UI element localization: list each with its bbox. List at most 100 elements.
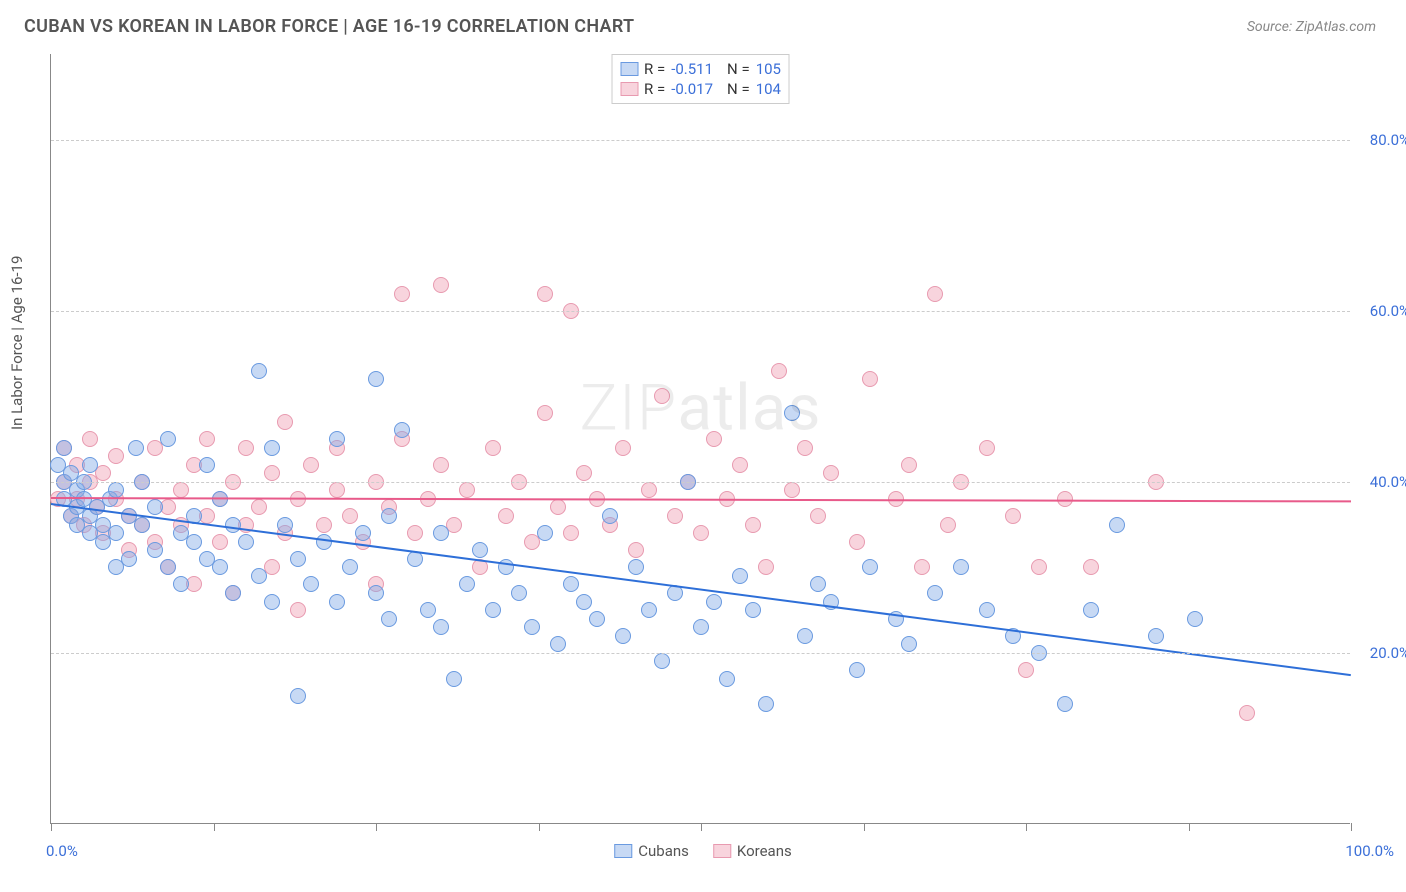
cubans-point (82, 457, 98, 473)
koreans-point (199, 431, 215, 447)
cubans-point (394, 422, 410, 438)
koreans-point (901, 457, 917, 473)
koreans-point (628, 542, 644, 558)
legend-row-cubans: R = -0.511 N = 105 (620, 59, 781, 79)
koreans-point (173, 482, 189, 498)
cubans-point (784, 405, 800, 421)
koreans-point (862, 371, 878, 387)
cubans-point (628, 559, 644, 575)
cubans-point (121, 551, 137, 567)
koreans-point (251, 499, 267, 515)
cubans-point (576, 594, 592, 610)
x-axis-max-label: 100.0% (1345, 842, 1394, 860)
koreans-point (563, 525, 579, 541)
koreans-point (940, 517, 956, 533)
koreans-point (316, 517, 332, 533)
cubans-point (329, 594, 345, 610)
legend-row-koreans: R = -0.017 N = 104 (620, 79, 781, 99)
cubans-point (758, 696, 774, 712)
cubans-point (381, 508, 397, 524)
cubans-point (303, 576, 319, 592)
koreans-point (1239, 705, 1255, 721)
x-tick (864, 823, 865, 831)
x-axis-min-label: 0.0% (46, 842, 78, 860)
cubans-point (147, 499, 163, 515)
cubans-point (927, 585, 943, 601)
cubans-point (732, 568, 748, 584)
gridline (51, 311, 1350, 312)
koreans-point (810, 508, 826, 524)
cubans-point (225, 517, 241, 533)
koreans-n-value: 104 (756, 80, 781, 98)
x-tick (701, 823, 702, 831)
cubans-point (199, 457, 215, 473)
cubans-point (901, 636, 917, 652)
cubans-point (485, 602, 501, 618)
cubans-point (524, 619, 540, 635)
koreans-point (693, 525, 709, 541)
koreans-point (498, 508, 514, 524)
koreans-point (667, 508, 683, 524)
koreans-point (303, 457, 319, 473)
cubans-point (849, 662, 865, 678)
koreans-point (537, 286, 553, 302)
cubans-point (1148, 628, 1164, 644)
cubans-point (1057, 696, 1073, 712)
cubans-point (602, 508, 618, 524)
x-tick (1351, 823, 1352, 831)
koreans-point (615, 440, 631, 456)
koreans-point (1005, 508, 1021, 524)
koreans-point (979, 440, 995, 456)
cubans-point (342, 559, 358, 575)
x-tick (539, 823, 540, 831)
cubans-point (459, 576, 475, 592)
koreans-point (394, 286, 410, 302)
cubans-point (277, 517, 293, 533)
cubans-point (1109, 517, 1125, 533)
cubans-point (433, 619, 449, 635)
koreans-point (1018, 662, 1034, 678)
cubans-point (160, 559, 176, 575)
chart-plot-area: ZIPatlas R = -0.511 N = 105 R = -0.017 N… (50, 54, 1350, 824)
gridline (51, 482, 1350, 483)
cubans-point (381, 611, 397, 627)
koreans-point (706, 431, 722, 447)
cubans-point (862, 559, 878, 575)
cubans-point (251, 568, 267, 584)
y-tick-label: 20.0% (1370, 644, 1406, 662)
cubans-point (745, 602, 761, 618)
r-label: R = (644, 80, 665, 98)
koreans-r-value: -0.017 (671, 80, 713, 98)
cubans-point (368, 371, 384, 387)
y-tick-label: 80.0% (1370, 131, 1406, 149)
r-label: R = (644, 60, 665, 78)
koreans-swatch-icon (620, 82, 638, 96)
koreans-point (823, 465, 839, 481)
x-tick (214, 823, 215, 831)
chart-title: CUBAN VS KOREAN IN LABOR FORCE | AGE 16-… (24, 16, 634, 37)
koreans-point (329, 482, 345, 498)
cubans-point (953, 559, 969, 575)
koreans-point (1083, 559, 1099, 575)
cubans-point (654, 653, 670, 669)
cubans-point (290, 688, 306, 704)
koreans-point (849, 534, 865, 550)
cubans-point (446, 671, 462, 687)
chart-header: CUBAN VS KOREAN IN LABOR FORCE | AGE 16-… (0, 0, 1406, 47)
cubans-point (212, 559, 228, 575)
cubans-legend-label: Cubans (638, 842, 689, 860)
cubans-point (225, 585, 241, 601)
cubans-point (615, 628, 631, 644)
koreans-point (537, 405, 553, 421)
cubans-point (56, 440, 72, 456)
cubans-point (797, 628, 813, 644)
cubans-point (251, 363, 267, 379)
cubans-point (472, 542, 488, 558)
cubans-point (719, 671, 735, 687)
cubans-point (537, 525, 553, 541)
y-tick-label: 40.0% (1370, 473, 1406, 491)
cubans-point (550, 636, 566, 652)
koreans-point (550, 499, 566, 515)
cubans-point (264, 594, 280, 610)
cubans-swatch-icon (620, 62, 638, 76)
